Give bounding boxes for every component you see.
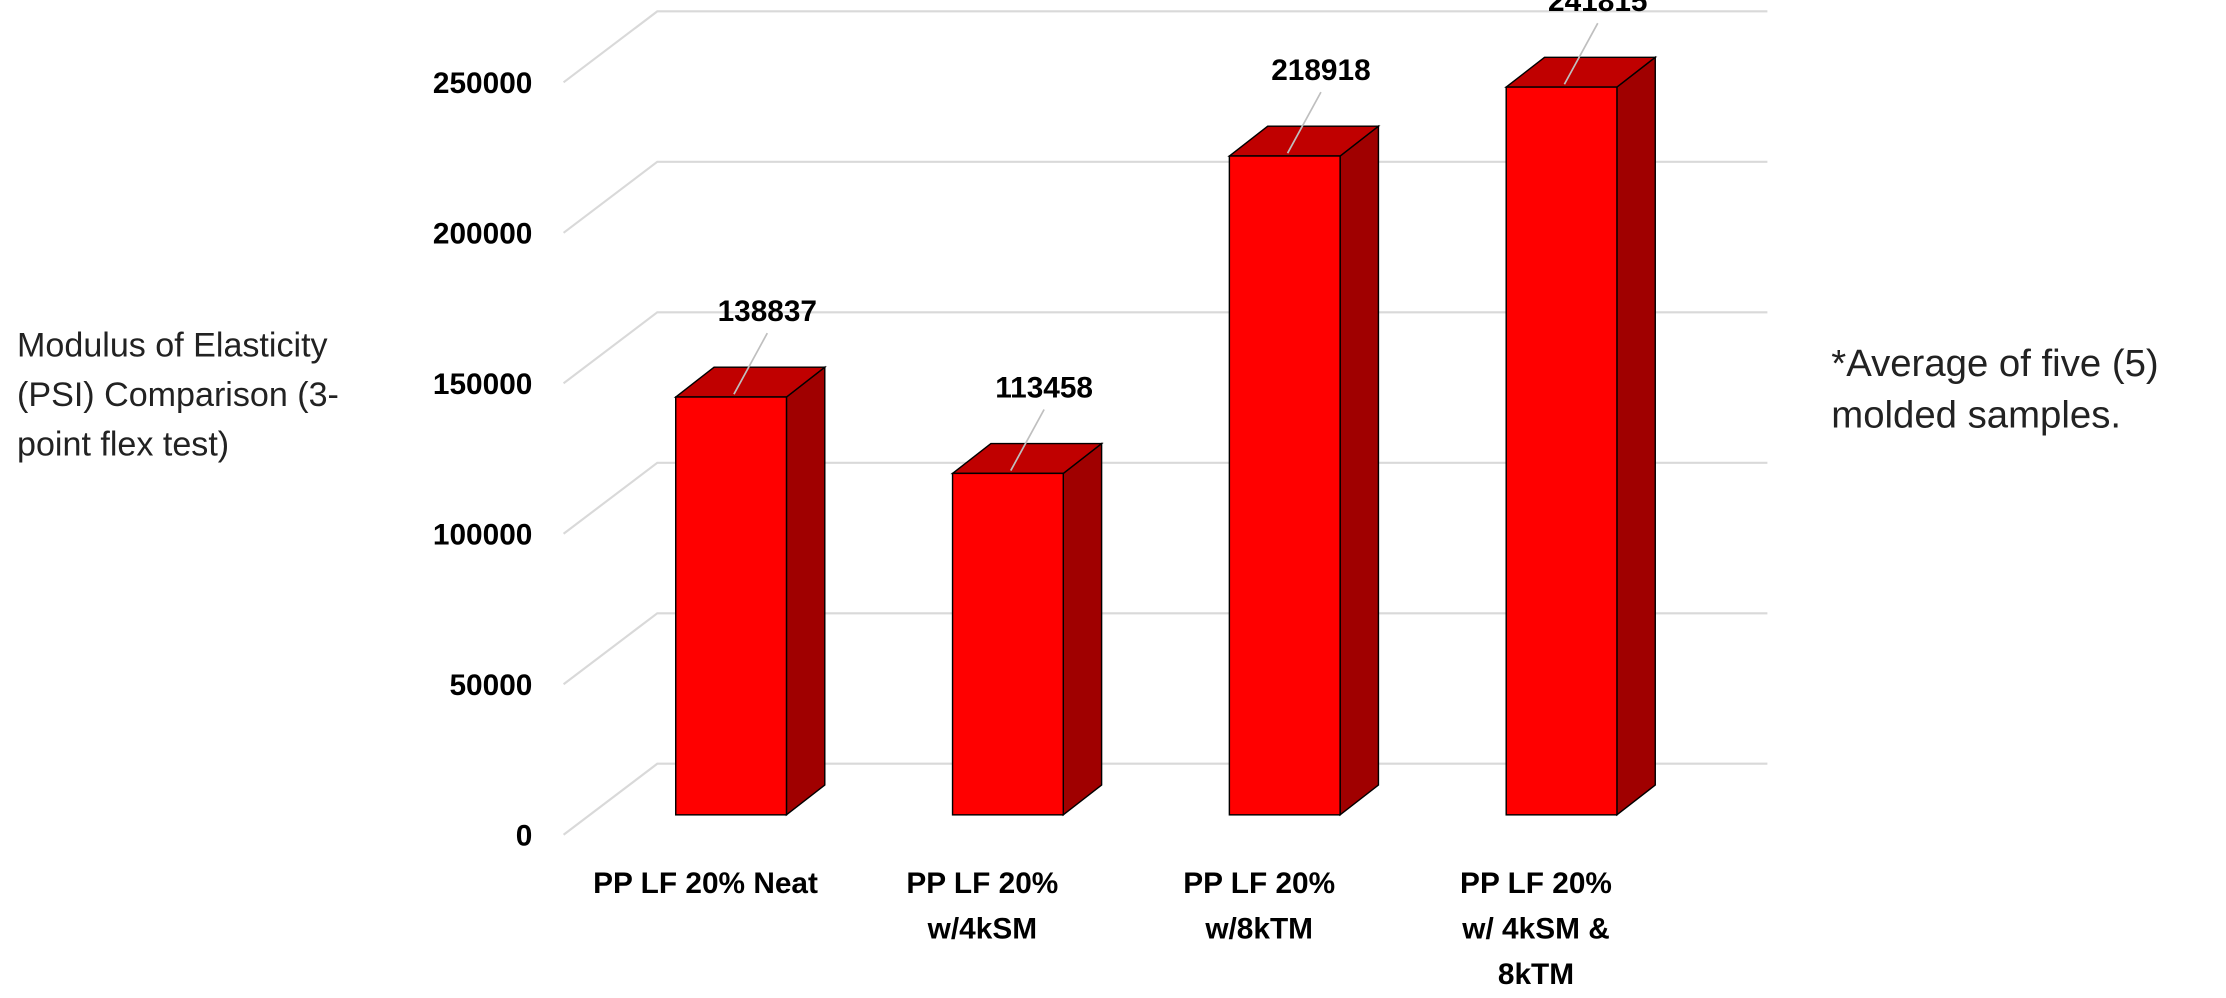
- grid-line: [562, 461, 1768, 535]
- page: {"chart_data":{"type":"bar3d","y_label":…: [17, 0, 2159, 991]
- y-tick-label: 150000: [433, 368, 532, 401]
- leader-line: [1563, 22, 1599, 85]
- bar-side: [1062, 442, 1103, 817]
- grid-line: [562, 10, 1768, 84]
- y-tick-label: 200000: [433, 218, 532, 251]
- data-label: 113458: [995, 372, 1093, 405]
- grid-line: [562, 612, 1768, 686]
- x-tick-label: PP LF 20% Neat: [593, 867, 818, 901]
- data-label: 241815: [1548, 0, 1647, 18]
- x-tick-label: PP LF 20% w/8kTM: [1183, 867, 1336, 946]
- bar: [1228, 155, 1341, 816]
- bar: [1505, 86, 1618, 816]
- data-label: 138837: [718, 295, 817, 328]
- y-tick-label: 250000: [433, 67, 532, 100]
- y-tick-label: 100000: [433, 518, 532, 551]
- leader-line: [1010, 409, 1045, 471]
- data-label: 218918: [1271, 54, 1370, 87]
- y-tick-label: 50000: [449, 669, 532, 702]
- grid-line: [562, 311, 1768, 385]
- annotation: *Average of five (5) molded samples.: [1831, 342, 2159, 436]
- bar-side: [785, 365, 826, 817]
- leader-line: [733, 332, 769, 395]
- x-tick-label: PP LF 20% w/4kSM: [906, 867, 1059, 946]
- y-tick-label: 0: [516, 819, 533, 852]
- chart-svg: 0 50000 100000 150000 200000 250000 138837 1134…: [433, 0, 1768, 852]
- bar: [675, 396, 788, 816]
- chart: 0 50000 100000 150000 200000 250000 138837 1134…: [17, 0, 2159, 991]
- grid-line: [562, 762, 1768, 836]
- bar: [951, 472, 1064, 816]
- grid-line: [562, 160, 1768, 234]
- y-axis-title: Modulus of Elasticity (PSI) Comparison (…: [17, 326, 339, 465]
- bar-side: [1339, 124, 1380, 817]
- leader-line: [1286, 91, 1322, 154]
- bar-side: [1616, 55, 1656, 817]
- x-tick-label: PP LF 20% w/ 4kSM & 8kTM: [1460, 867, 1612, 991]
